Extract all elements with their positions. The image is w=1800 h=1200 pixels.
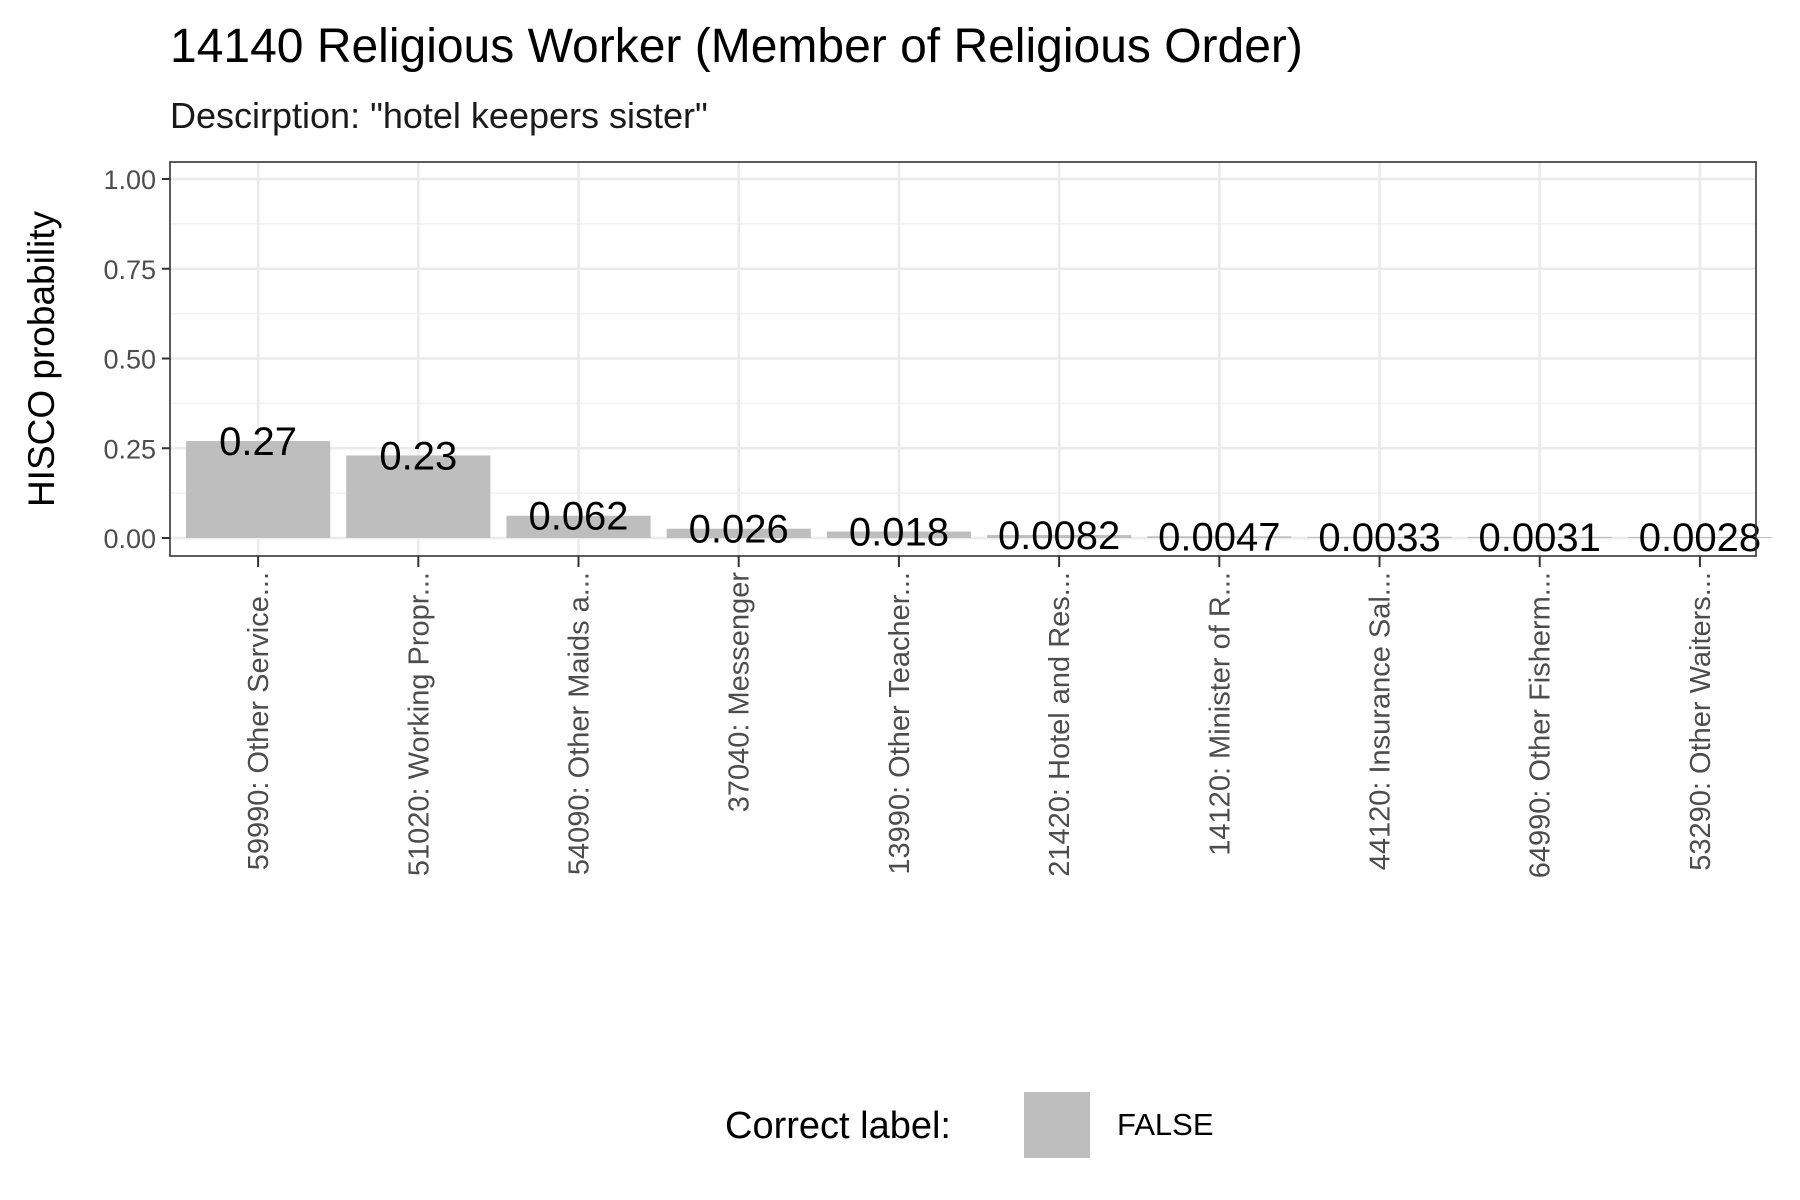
bar (1307, 536, 1452, 538)
data-label: 0.27 (219, 420, 297, 464)
x-tick-label: 59990: Other Service... (243, 572, 275, 870)
bar (506, 515, 651, 538)
x-tick-label: 37040: Messenger (724, 572, 756, 813)
bar (186, 441, 331, 538)
bar (1147, 536, 1292, 538)
y-tick-label: 1.00 (103, 165, 156, 195)
legend: Correct label: FALSE (725, 1092, 1214, 1158)
data-label: 0.0082 (998, 514, 1120, 558)
x-tick-label: 44120: Insurance Sal... (1365, 572, 1397, 870)
x-tick-label: 14120: Minister of R... (1204, 572, 1236, 856)
y-tick-label: 0.50 (103, 345, 156, 375)
y-axis: 0.00 0.25 0.50 0.75 1.00 (103, 165, 170, 554)
chart-subtitle: Descirption: "hotel keepers sister" (170, 95, 708, 136)
x-tick-label: 21420: Hotel and Res... (1044, 572, 1076, 877)
x-tick-label: 54090: Other Maids a... (564, 572, 596, 875)
data-label: 0.062 (528, 495, 628, 539)
data-label: 0.0031 (1479, 516, 1601, 560)
x-tick-label: 64990: Other Fisherm... (1525, 572, 1557, 878)
legend-entry-false: FALSE (1117, 1107, 1214, 1142)
data-label: 0.0047 (1158, 515, 1280, 559)
bar (987, 535, 1132, 538)
bar (1627, 536, 1773, 538)
data-label: 0.0028 (1639, 516, 1761, 560)
y-axis-label: HISCO probability (21, 210, 62, 507)
y-tick-label: 0.00 (103, 524, 156, 554)
x-tick-label: 53290: Other Waiters... (1685, 572, 1717, 871)
bar (826, 531, 972, 538)
bar (666, 528, 811, 538)
x-tick-label: 51020: Working Propr... (403, 572, 435, 876)
data-label: 0.018 (849, 511, 949, 555)
data-label: 0.23 (379, 434, 457, 478)
data-labels: 0.27 0.23 0.062 0.026 0.018 0.0082 0.0047 0.003… (219, 420, 1761, 560)
data-label: 0.026 (689, 508, 789, 552)
bars (186, 441, 1773, 538)
bar (346, 455, 491, 538)
bar (1467, 536, 1612, 538)
legend-key-false (1024, 1092, 1090, 1158)
y-tick-label: 0.25 (103, 434, 156, 464)
x-axis: 59990: Other Service... 51020: Working Pr… (243, 556, 1717, 878)
chart-title: 14140 Religious Worker (Member of Religi… (170, 20, 1303, 73)
y-tick-label: 0.75 (103, 255, 156, 285)
legend-title: Correct label: (725, 1105, 951, 1147)
x-tick-label: 13990: Other Teacher... (884, 572, 916, 875)
data-label: 0.0033 (1318, 516, 1440, 560)
